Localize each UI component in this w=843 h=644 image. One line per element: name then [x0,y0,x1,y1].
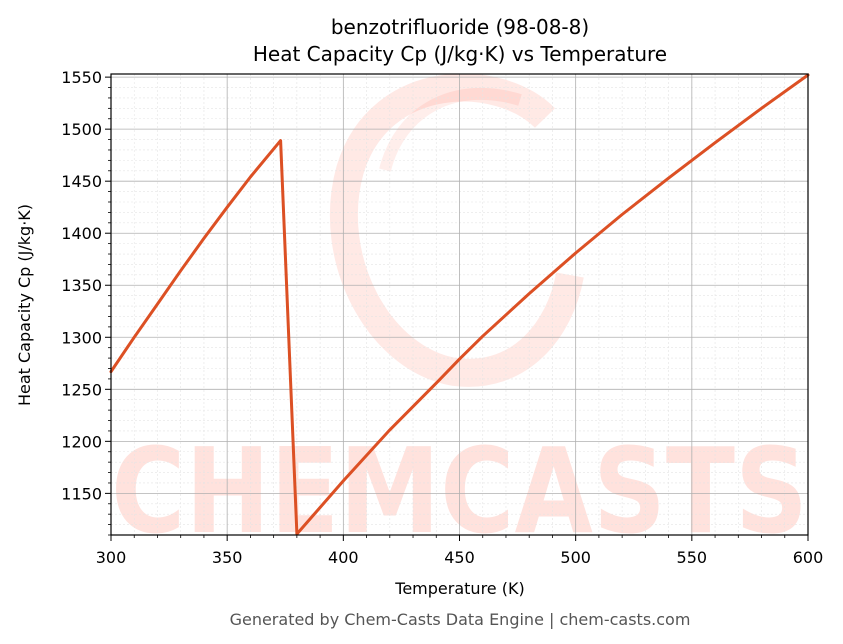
y-tick-label: 1500 [61,120,102,139]
x-axis-ticks: 300 350 400 450 500 550 600 [96,535,824,567]
y-tick-label: 1400 [61,224,102,243]
y-tick-label: 1300 [61,328,102,347]
watermark-logo-icon [329,73,584,387]
x-tick-label: 450 [444,548,475,567]
y-tick-label: 1550 [61,68,102,87]
y-tick-label: 1200 [61,432,102,451]
y-tick-label: 1450 [61,172,102,191]
x-tick-label: 400 [328,548,359,567]
x-tick-label: 350 [212,548,243,567]
y-tick-label: 1250 [61,380,102,399]
chart-title-line1: benzotrifluoride (98-08-8) [331,15,589,39]
x-tick-label: 300 [96,548,127,567]
series-layer [109,73,810,536]
y-tick-label: 1350 [61,276,102,295]
y-axis-ticks: 1150 1200 1250 1300 1350 1400 1450 1500 1550 [61,68,111,536]
footer-credit: Generated by Chem-Casts Data Engine | ch… [230,610,691,629]
series-line-heat-capacity [109,73,810,536]
x-axis-label: Temperature (K) [394,579,524,598]
x-tick-label: 500 [560,548,591,567]
y-tick-label: 1150 [61,484,102,503]
x-tick-label: 550 [677,548,708,567]
chart-title-line2: Heat Capacity Cp (J/kg·K) vs Temperature [253,42,667,66]
x-tick-label: 600 [793,548,824,567]
y-axis-label: Heat Capacity Cp (J/kg·K) [15,204,34,406]
